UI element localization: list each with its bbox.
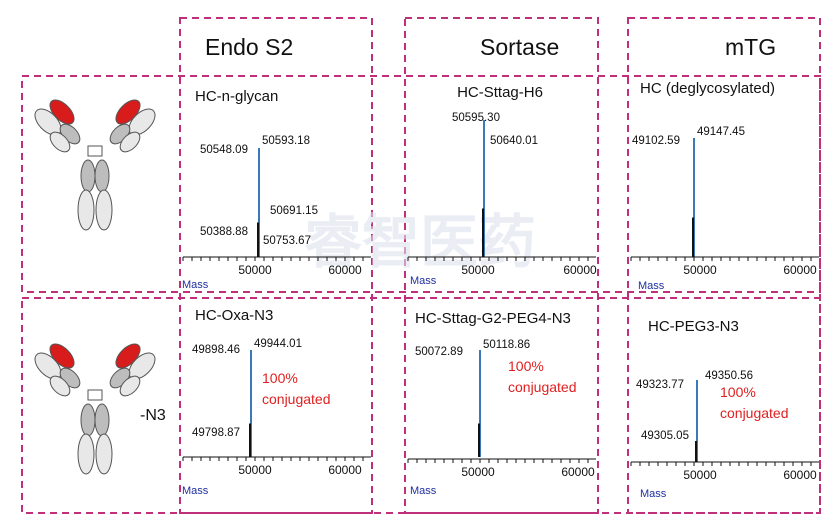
peak-label: 50753.67 [263, 235, 311, 247]
peak-label: 49798.87 [192, 427, 240, 439]
axis-label: Mass [182, 485, 209, 497]
row-box [21, 75, 821, 293]
tick-label: 50000 [683, 468, 717, 482]
hinge [87, 389, 103, 401]
tick-label: 50000 [461, 465, 495, 479]
domain [115, 343, 141, 369]
peak-label: 50118.86 [483, 339, 530, 351]
domain [80, 159, 96, 193]
annotation: 100% [720, 384, 756, 400]
antibody-icon [34, 343, 156, 475]
domain [77, 189, 95, 231]
annotation: conjugated [720, 405, 789, 421]
domain [49, 99, 75, 125]
peak-label: 50548.09 [200, 144, 248, 156]
annotation: conjugated [508, 379, 577, 395]
panel-title: HC-Sttag-H6 [457, 84, 543, 101]
tick-label: 60000 [561, 465, 595, 479]
domain [95, 189, 113, 231]
peak-label: 49944.01 [254, 338, 302, 350]
column-box [404, 17, 599, 514]
watermark: 睿智医药 [304, 210, 536, 275]
peak-label: 49350.56 [705, 370, 753, 382]
domain [115, 99, 141, 125]
axis-label: Mass [410, 275, 437, 287]
axis-label: Mass [410, 485, 437, 497]
axis-label: Mass [638, 280, 665, 292]
column-header: Sortase [480, 34, 559, 60]
annotation: conjugated [262, 391, 331, 407]
domain [94, 159, 110, 193]
peak-label: 49898.46 [192, 344, 240, 356]
domain [49, 131, 71, 153]
hinge [87, 145, 103, 157]
peak-label: 50691.15 [270, 205, 318, 217]
annotation: 100% [262, 370, 298, 386]
tick-label: 50000 [238, 463, 272, 477]
panel-title: HC-n-glycan [195, 88, 278, 105]
row-box [21, 297, 821, 514]
column-box [179, 17, 373, 514]
peak-label: 50388.88 [200, 226, 248, 238]
peak-label: 50072.89 [415, 346, 463, 358]
domain [95, 433, 113, 475]
domain [77, 433, 95, 475]
conjugate-label: -N3 [140, 407, 166, 424]
tick-label: 50000 [238, 263, 272, 277]
tick-label: 60000 [783, 263, 817, 277]
peak-label: 50595.30 [452, 112, 500, 124]
axis-label: Mass [640, 488, 667, 500]
domain [119, 131, 141, 153]
tick-label: 60000 [328, 463, 362, 477]
peak-label: 49305.05 [641, 430, 689, 442]
tick-label: 50000 [683, 263, 717, 277]
tick-label: 60000 [328, 263, 362, 277]
peak-label: 49102.59 [632, 135, 680, 147]
peak-label: 49323.77 [636, 379, 684, 391]
peak-label: 50640.01 [490, 135, 538, 147]
domain [49, 375, 71, 397]
column-header: Endo S2 [205, 34, 293, 60]
tick-label: 50000 [461, 263, 495, 277]
panel-title: HC (deglycosylated) [640, 80, 775, 97]
panel-title: HC-PEG3-N3 [648, 318, 739, 335]
tick-label: 60000 [563, 263, 597, 277]
antibody-icon [34, 99, 156, 231]
peak-label: 50593.18 [262, 135, 310, 147]
column-header: mTG [725, 34, 776, 60]
annotation: 100% [508, 358, 544, 374]
domain [49, 343, 75, 369]
panel-title: HC-Oxa-N3 [195, 307, 273, 324]
peak-label: 49147.45 [697, 126, 745, 138]
tick-label: 60000 [783, 468, 817, 482]
domain [80, 403, 96, 437]
axis-label: Mass [182, 279, 209, 291]
domain [94, 403, 110, 437]
domain [119, 375, 141, 397]
panel-title: HC-Sttag-G2-PEG4-N3 [415, 310, 571, 327]
